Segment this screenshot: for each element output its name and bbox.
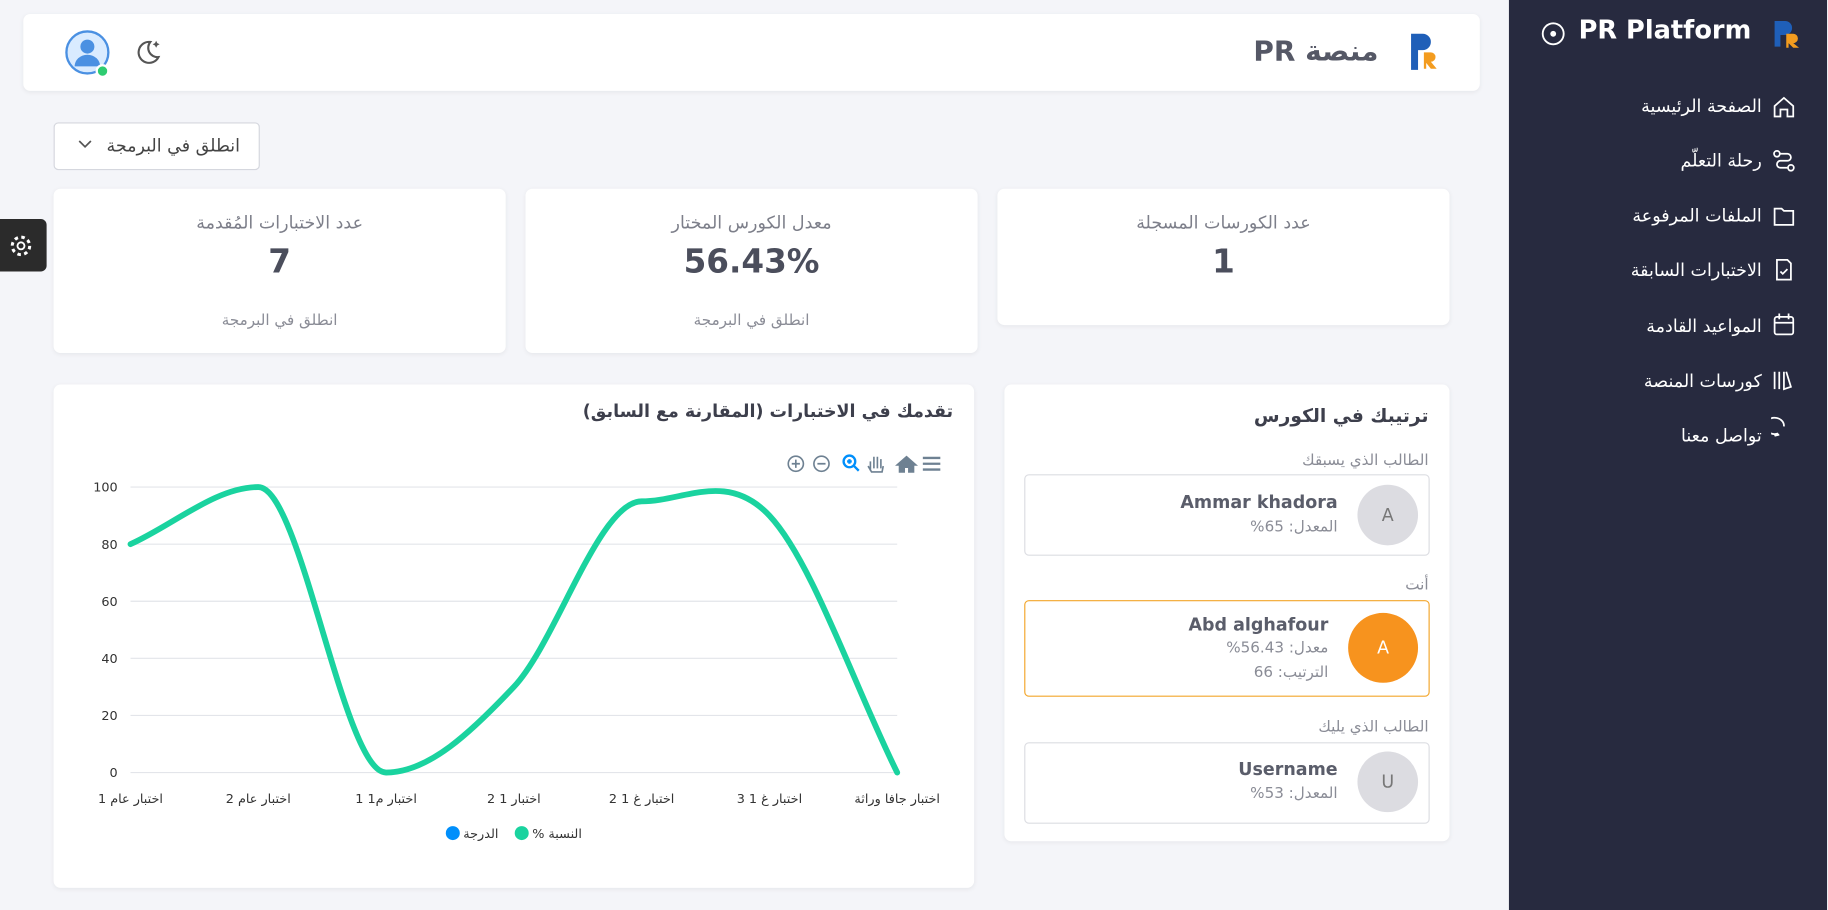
menu-item[interactable]: الاختبارات السابقة <box>1630 259 1762 281</box>
ranking-heading: أنت <box>1405 576 1429 595</box>
legend-marker <box>445 826 460 841</box>
y-tick-label: 80 <box>101 538 117 553</box>
course-select-text: انطلق في البرمجة <box>106 135 241 157</box>
menu-item[interactable]: كورسات المنصة <box>1643 370 1762 392</box>
menu-icons <box>1771 96 1795 437</box>
rank-line: المعدل: 53% <box>1250 785 1338 803</box>
y-tick-label: 0 <box>110 766 118 781</box>
course-select[interactable] <box>53 122 260 171</box>
chart: تقدمك في الاختبارات (المقارنة مع السابق)… <box>93 402 953 842</box>
stat-label: عدد الاختبارات المُقدمة <box>196 212 364 234</box>
x-tick-label: اختبار غ 1 3 <box>737 792 802 807</box>
chart-title: تقدمك في الاختبارات (المقارنة مع السابق) <box>583 402 953 422</box>
rank-avatar: U <box>1357 751 1419 813</box>
stat-card <box>525 188 978 354</box>
y-tick-label: 20 <box>101 709 117 724</box>
header <box>23 13 1480 91</box>
stat-label: معدل الكورس المختار <box>671 212 832 234</box>
stat-card <box>997 188 1450 326</box>
header-logo <box>1411 33 1437 70</box>
user-avatar[interactable] <box>64 29 113 79</box>
legend-label: % النسبة <box>532 827 582 842</box>
menu-item[interactable]: الصفحة الرئيسية <box>1641 95 1762 117</box>
rank-name: Abd alghafour <box>1188 614 1329 636</box>
stat-value: 56.43% <box>683 242 820 281</box>
rank-name: Username <box>1238 758 1338 780</box>
x-tick-label: اختبار م1 1 <box>355 792 417 807</box>
y-tick-label: 40 <box>101 652 117 667</box>
ranking-heading: الطالب الذي يليك <box>1318 718 1429 737</box>
menu-item[interactable]: المواعيد القادمة <box>1646 315 1762 337</box>
x-tick-label: اختبار 1 2 <box>487 792 541 807</box>
y-tick-label: 60 <box>101 595 117 610</box>
rank-line: المعدل: 65% <box>1250 518 1338 536</box>
legend-label: الدرجة <box>463 827 498 842</box>
rank-avatar: A <box>1348 612 1419 683</box>
y-tick-label: 100 <box>93 481 117 496</box>
sidebar-toggle[interactable] <box>1539 20 1567 48</box>
stat-note: انطلق في البرمجة <box>693 312 810 330</box>
rank-name: Ammar khadora <box>1180 491 1338 513</box>
legend: الدرجة % النسبة <box>445 826 582 842</box>
stat-value: 7 <box>268 242 291 281</box>
rank-line: الترتيب: 66 <box>1253 664 1329 682</box>
rank-line: معدل: 56.43% <box>1226 639 1329 658</box>
x-tick-label: اختبار غ 1 2 <box>609 792 674 807</box>
legend-marker <box>514 826 529 841</box>
rank-avatar: A <box>1357 484 1419 546</box>
chevron <box>78 140 92 149</box>
stat-card <box>53 188 506 354</box>
series-line <box>127 484 901 776</box>
theme-toggle[interactable] <box>132 36 165 69</box>
header-title: منصة PR <box>1253 34 1379 68</box>
menu-item[interactable]: تواصل معنا <box>1681 425 1762 447</box>
settings-icon <box>10 235 32 257</box>
stat-note: انطلق في البرمجة <box>221 312 338 330</box>
stat-value: 1 <box>1212 242 1235 281</box>
menu-item[interactable]: رحلة التعلّم <box>1680 150 1762 172</box>
x-tick-label: اختبار عام 2 <box>226 792 291 807</box>
chart-card <box>53 384 975 888</box>
menu-item[interactable]: الملفات المرفوعة <box>1632 205 1762 227</box>
x-tick-label: اختبار جافا وراثة <box>854 792 940 807</box>
logo <box>1774 20 1800 48</box>
brand: PR Platform <box>1578 16 1752 46</box>
stat-label: عدد الكورسات المسجلة <box>1136 212 1311 234</box>
chart-toolbar[interactable] <box>787 454 941 473</box>
ranking-heading: الطالب الذي يسبقك <box>1302 452 1429 470</box>
x-tick-label: اختبار عام 1 <box>98 792 163 807</box>
ranking-title: ترتيبك في الكورس <box>1253 404 1429 427</box>
settings-tab[interactable] <box>0 219 47 272</box>
